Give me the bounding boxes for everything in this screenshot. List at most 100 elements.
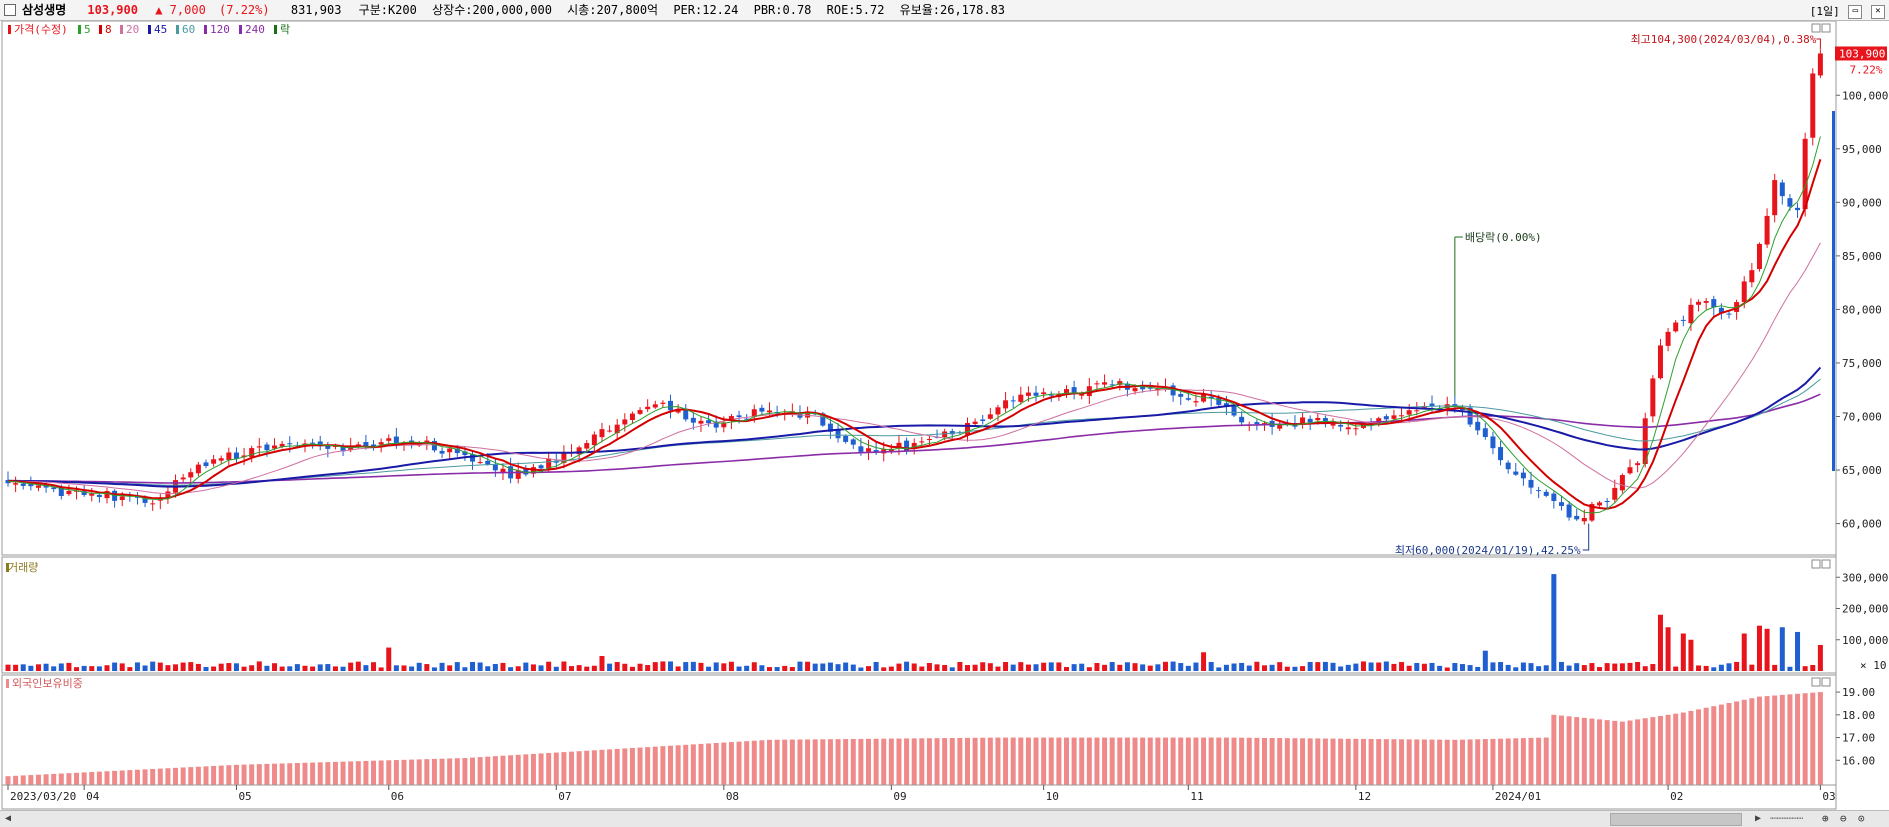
scroll-right-icon[interactable]: ▶ [1754,813,1762,824]
scroll-thumb[interactable] [1610,813,1742,826]
volume-bar [1581,665,1587,671]
listed-shares: 상장수:200,000,000 [432,3,552,17]
volume-tick-label: 300,000 [1842,571,1888,584]
candle [1665,328,1671,352]
candle [1612,479,1618,504]
volume-bar [850,664,856,671]
candle-body [119,496,125,500]
foreign-bar [904,738,910,785]
candle-body [1033,392,1039,396]
zoom-out-icon[interactable]: ⊖ [1840,812,1847,825]
foreign-bar [1086,737,1092,785]
foreign-bar [188,767,194,785]
candle-body [1581,517,1587,522]
volume-bar [43,663,49,671]
foreign-bar [492,756,498,785]
candle-body [1277,425,1283,429]
candle-body [1132,388,1138,392]
volume-bar [561,661,567,671]
foreign-bar [706,743,712,785]
candle-body [1170,385,1176,396]
horizontal-scrollbar[interactable]: ◀ ▶ ┈┈┈┈┈ ⊕ ⊖ ⊙ [0,810,1889,827]
candle [637,407,643,416]
volume-bar [74,667,80,671]
candle [1277,420,1283,432]
foreign-bar [325,762,331,785]
foreign-bar [393,760,399,785]
foreign-bar [1619,721,1625,785]
foreign-bar [820,739,826,785]
candle-body [866,448,872,452]
candle-body [1597,502,1603,506]
candle-body [805,411,811,418]
foreign-bar [888,738,894,785]
volume-bar [972,664,978,671]
candle [1597,500,1603,508]
volume-bar [888,666,894,671]
foreign-bar [1155,737,1161,785]
candle-body [843,435,849,442]
select-checkbox[interactable] [4,4,16,16]
candle [1619,473,1625,494]
restore-icon[interactable]: ▭ [1848,5,1863,19]
foreign-bar [89,772,95,785]
candle-body [1452,404,1458,407]
volume-bar [1360,661,1366,671]
ex-dividend-label: 배당락(0.00%) [1465,231,1542,244]
candle [1033,385,1039,402]
legend-label: 240 [245,23,265,36]
candle-body [980,419,986,421]
foreign-bar [310,762,316,785]
candle-body [462,451,468,456]
volume-bar [104,665,110,671]
foreign-bar [1635,719,1641,785]
candle-body [675,408,681,413]
foreign-bar [35,774,41,785]
stock-chart[interactable]: 60,000 65,000 70,000 75,000 80,000 85,000 90,0… [0,21,1889,810]
candle [371,440,377,451]
candle-body [1543,491,1549,496]
candle-body [759,407,765,412]
candle [1604,498,1610,509]
candle-body [744,418,750,420]
volume-bar [1817,645,1823,671]
candle [1551,491,1557,509]
foreign-bar [1368,738,1374,785]
foreign-bar [1696,709,1702,785]
volume-bar [1048,662,1054,671]
volume-bar [1665,627,1671,671]
volume-bar [652,662,658,671]
period-selector[interactable]: [1일] [1809,5,1840,18]
candle [226,447,232,466]
candle [1657,338,1663,380]
foreign-bar [850,738,856,785]
legend-label: 120 [210,23,230,36]
volume-bar [1086,667,1092,671]
close-icon[interactable]: ✕ [1871,5,1885,19]
volume-bar [1718,664,1724,671]
candle-body [683,408,689,420]
legend-marker [148,25,151,34]
candle-body [576,447,582,455]
panel-restore-icon [1811,23,1821,33]
candle [584,439,590,452]
scroll-left-icon[interactable]: ◀ [4,813,12,824]
candle [500,463,506,481]
candle [1772,173,1778,223]
foreign-bar [1795,693,1801,785]
panel-close-icon [1821,23,1831,33]
zoom-in-icon[interactable]: ⊕ [1822,812,1829,825]
candle-body [279,443,285,447]
candle-body [1391,415,1397,419]
candle [211,454,217,467]
candle [1353,422,1359,436]
volume-bar [599,656,605,671]
foreign-bar [698,743,704,785]
candle [713,415,719,433]
zoom-slider[interactable]: ┈┈┈┈┈ [1770,812,1804,825]
foreign-bar [1307,738,1313,785]
candle [386,434,392,445]
zoom-reset-icon[interactable]: ⊙ [1858,812,1865,825]
volume-bar [188,662,194,671]
candle-body [1383,416,1389,420]
